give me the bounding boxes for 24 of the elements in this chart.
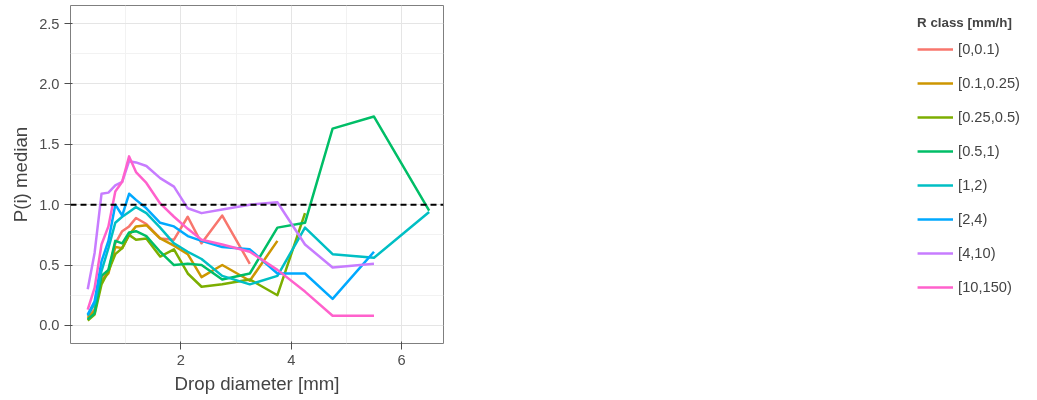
x-tick-label: 4 (287, 351, 296, 368)
y-tick-label: 0.0 (39, 317, 60, 334)
legend-label: [0,0.1) (958, 41, 1000, 57)
line-series (86, 159, 376, 291)
y-tick-label: 2.5 (39, 15, 60, 32)
line-series (86, 115, 431, 321)
legend-label: [10,150) (958, 279, 1012, 295)
y-tick-label: 1.0 (39, 196, 60, 213)
legend-title: R class [mm/h] (917, 15, 1013, 30)
legend-label: [0.1,0.25) (958, 75, 1020, 91)
x-axis-title: Drop diameter [mm] (174, 372, 340, 394)
legend-label: [4,10) (958, 245, 996, 261)
y-tick-label: 1.5 (39, 136, 60, 153)
x-tick-label: 2 (176, 351, 185, 368)
legend-label: [2,4) (958, 211, 988, 227)
legend-label: [0.5,1) (958, 143, 1000, 159)
y-axis-title: P(i) median (10, 126, 32, 223)
x-tick-label: 6 (397, 351, 406, 368)
line-series (86, 155, 376, 317)
legend-label: [1,2) (958, 177, 988, 193)
y-tick-label: 0.5 (39, 257, 60, 274)
line-series (86, 205, 431, 317)
y-tick-label: 2.0 (39, 75, 60, 92)
legend-label: [0.25,0.5) (958, 109, 1020, 125)
